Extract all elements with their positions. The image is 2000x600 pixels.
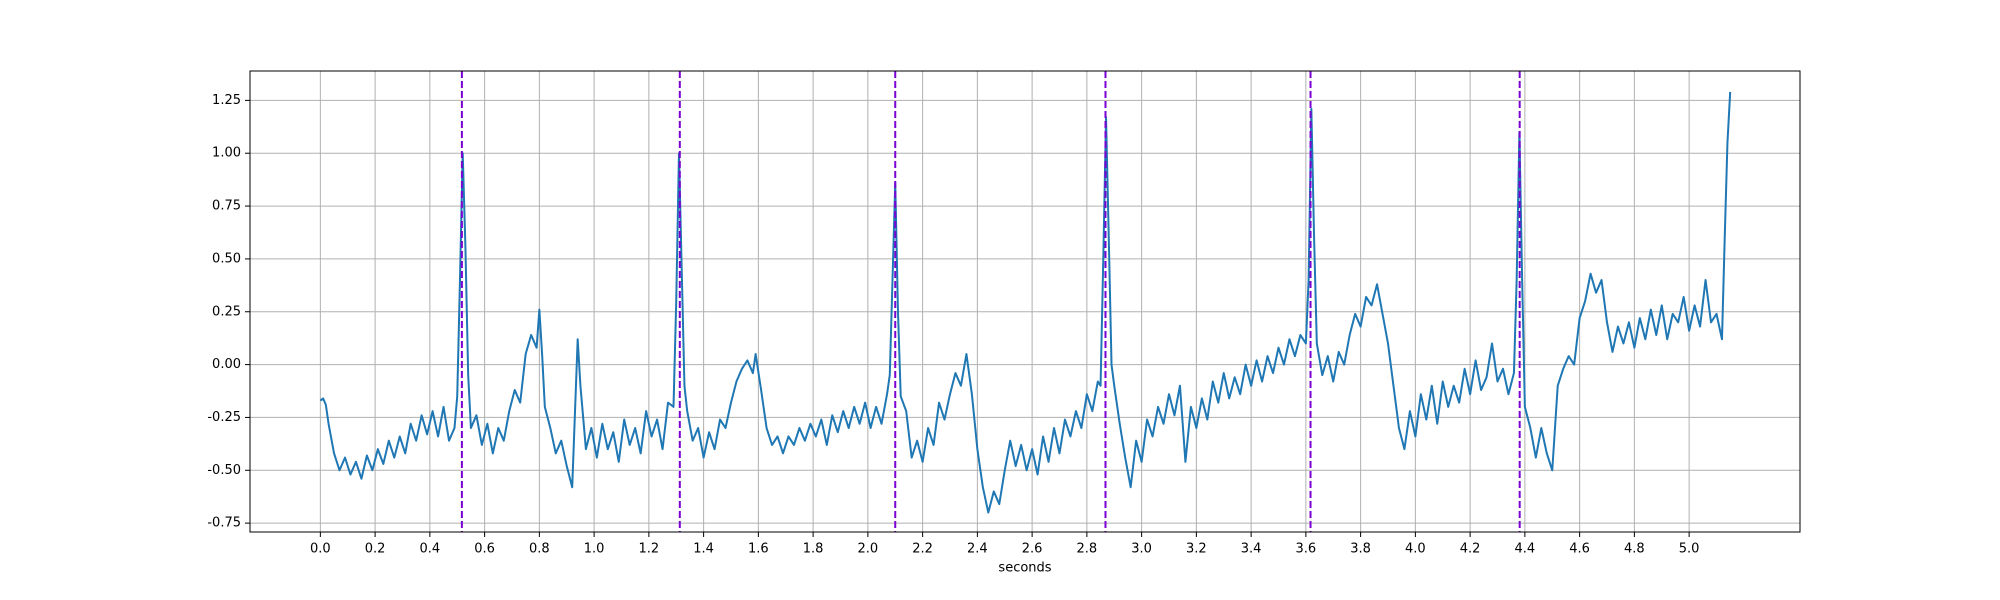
x-tick-label: 2.0 [858,542,879,557]
x-tick-label: 2.2 [912,542,933,557]
x-tick-label: 0.8 [529,542,550,557]
y-tick-label: 0.50 [212,251,241,266]
y-tick-label: 1.00 [212,146,241,161]
x-tick-label: 1.4 [693,542,714,557]
x-tick-label: 0.2 [365,542,386,557]
x-tick-label: 5.0 [1679,542,1700,557]
y-tick-label: -0.75 [207,516,241,531]
x-tick-label: 2.6 [1022,542,1043,557]
x-tick-label: 4.2 [1460,542,1481,557]
y-tick-label: -0.25 [207,410,241,425]
x-tick-label: 3.0 [1131,542,1152,557]
x-tick-label: 0.4 [420,542,441,557]
x-tick-label: 1.8 [803,542,824,557]
x-tick-label: 2.8 [1077,542,1098,557]
x-tick-label: 3.6 [1296,542,1317,557]
plot-frame [249,70,1801,533]
x-tick-label: 4.6 [1569,542,1590,557]
x-tick-label: 1.0 [584,542,605,557]
x-tick-label: 3.2 [1186,542,1207,557]
x-tick-label: 3.4 [1241,542,1262,557]
x-tick-label: 2.4 [967,542,988,557]
y-tick-label: 0.25 [212,304,241,319]
x-tick-label: 1.6 [748,542,769,557]
x-tick-label: 4.8 [1624,542,1645,557]
x-tick-label: 0.6 [474,542,495,557]
signal-line [319,91,1732,514]
x-axis-label: seconds [998,561,1051,576]
x-tick-label: 3.8 [1350,542,1371,557]
y-tick-label: 0.00 [212,357,241,372]
x-tick-label: 1.2 [639,542,660,557]
y-tick-label: 1.25 [212,93,241,108]
y-tick-label: -0.50 [207,463,241,478]
x-tick-label: 0.0 [310,542,331,557]
x-tick-label: 4.4 [1515,542,1536,557]
x-tick-label: 4.0 [1405,542,1426,557]
y-tick-label: 0.75 [212,199,241,214]
